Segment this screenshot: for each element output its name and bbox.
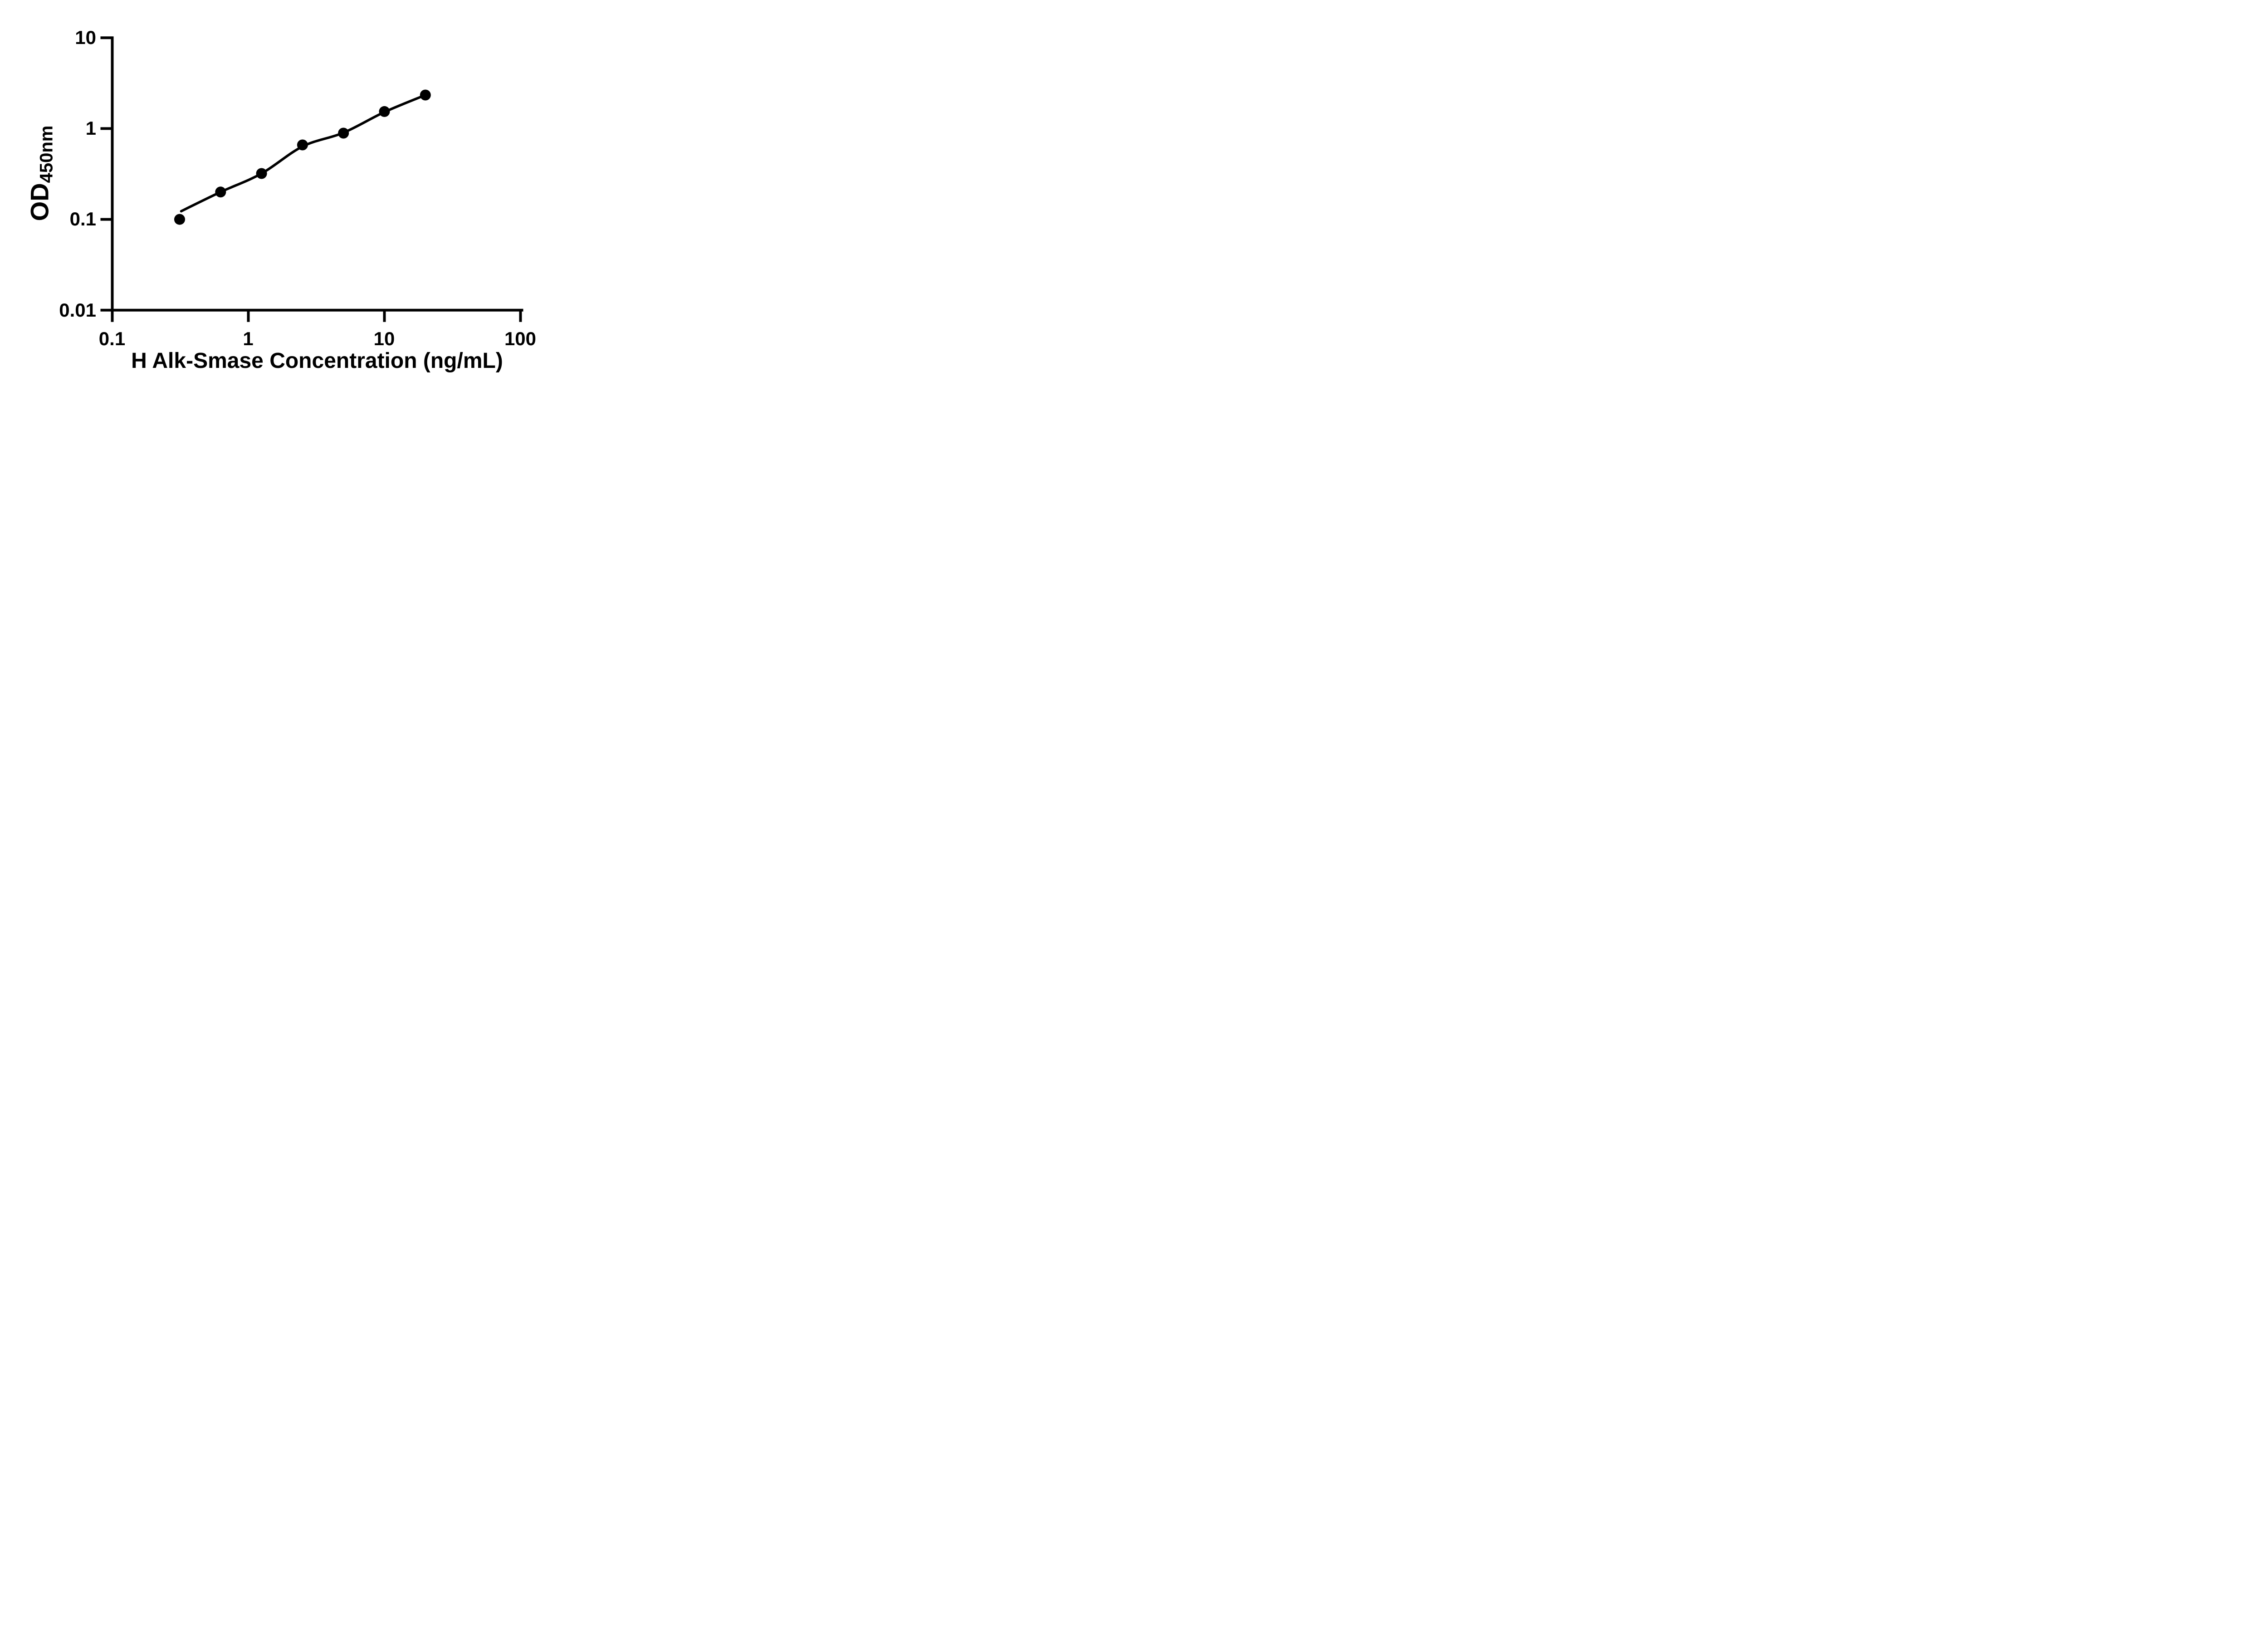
data-point	[174, 214, 185, 225]
y-axis-title: OD450nm	[25, 125, 57, 221]
y-tick-label-1: 1	[85, 117, 96, 139]
y-tick-label-0_1: 0.1	[69, 208, 96, 230]
x-axis-title: H Alk-Smase Concentration (ng/mL)	[131, 349, 503, 373]
data-point	[297, 139, 308, 151]
data-point	[338, 127, 349, 139]
y-tick-label-10: 10	[75, 27, 96, 48]
data-point	[215, 186, 226, 198]
y-axis-title-subscript: 450nm	[36, 125, 57, 183]
x-tick-label-10: 10	[373, 328, 395, 349]
standard-curve-plot	[100, 36, 523, 322]
elisa-standard-curve-figure: 10 1 0.1 0.01 0.1 1 10 100 H Alk-Smase C…	[0, 0, 583, 408]
x-tick-label-0_1: 0.1	[98, 328, 126, 349]
y-tick-label-0_01: 0.01	[59, 299, 96, 321]
x-tick-label-100: 100	[504, 328, 537, 349]
axes-frame	[111, 36, 523, 312]
data-point-markers	[174, 89, 431, 225]
x-tick-label-1: 1	[243, 328, 254, 349]
data-point	[256, 168, 267, 179]
axis-tick-marks	[100, 36, 522, 322]
data-point	[420, 89, 431, 101]
y-axis-title-main: OD	[25, 183, 54, 221]
data-point	[379, 106, 390, 117]
